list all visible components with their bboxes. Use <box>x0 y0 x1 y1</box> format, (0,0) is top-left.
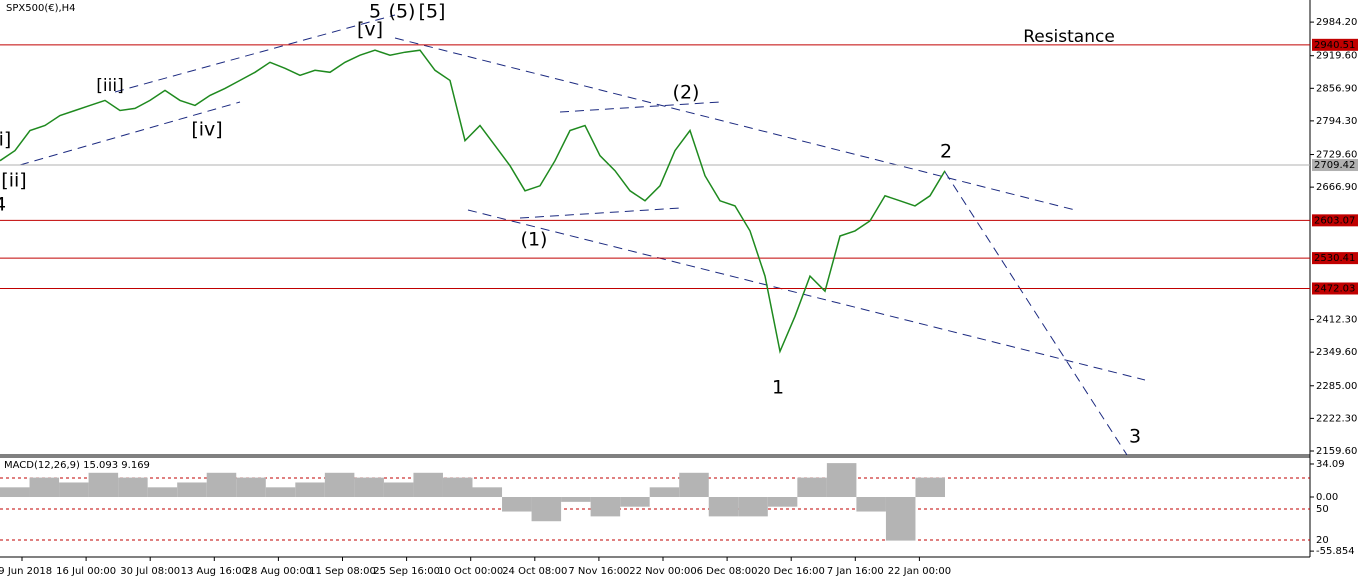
wave-label: Resistance <box>1023 27 1115 47</box>
macd-bar <box>561 497 591 502</box>
macd-bar <box>915 477 945 498</box>
macd-bar <box>147 487 178 498</box>
macd-bar <box>265 487 296 498</box>
macd-bar <box>502 497 532 512</box>
x-tick-label: 6 Dec 08:00 <box>697 566 758 577</box>
wave-label: [v] <box>357 19 383 41</box>
y-tick-label: 2412.30 <box>1316 315 1357 326</box>
wave-label: i] <box>0 129 11 151</box>
macd-bar <box>442 477 473 498</box>
macd-bar <box>472 487 503 498</box>
level-box <box>1312 282 1358 295</box>
wave-label: 3 <box>1129 426 1141 448</box>
x-tick-label: 20 Dec 16:00 <box>758 566 825 577</box>
macd-bar <box>856 497 886 512</box>
x-tick-label: 28 Aug 00:00 <box>245 566 312 577</box>
macd-bar <box>118 477 148 498</box>
x-tick-label: 7 Jan 16:00 <box>827 566 884 577</box>
y-tick-label: 2856.90 <box>1316 83 1357 94</box>
macd-bar <box>29 477 60 498</box>
macd-bar <box>797 477 827 498</box>
macd-bar <box>295 482 325 498</box>
x-tick-label: 24 Oct 08:00 <box>502 566 567 577</box>
wave-label: [iv] <box>191 119 222 141</box>
macd-bar <box>738 497 768 517</box>
macd-bar <box>236 477 266 498</box>
symbol: SPX500(€),H4 <box>6 3 76 14</box>
y-tick-label: 2984.20 <box>1316 17 1357 28</box>
macd-bar <box>885 497 916 541</box>
wave-label: [5] <box>419 1 446 23</box>
x-tick-label: 25 Sep 16:00 <box>373 566 440 577</box>
x-tick-label: 22 Nov 00:00 <box>629 566 696 577</box>
y-tick-label: 2794.30 <box>1316 116 1357 127</box>
y-tick-label: 2919.60 <box>1316 51 1357 62</box>
macd-bar <box>708 497 739 517</box>
wave-label: 4 <box>0 194 6 216</box>
macd-bar <box>649 487 680 498</box>
wave-label: (1) <box>521 229 548 251</box>
x-tick-label: 10 Oct 00:00 <box>438 566 503 577</box>
x-tick-label: 22 Jan 00:00 <box>888 566 951 577</box>
y-tick-label: 2222.30 <box>1316 413 1357 424</box>
macd-bar <box>767 497 798 507</box>
macd-bar <box>0 487 30 498</box>
level-box <box>1312 214 1358 227</box>
macd-bar <box>59 482 89 498</box>
wave-label: (2) <box>673 82 700 104</box>
wave-label: (5) <box>389 1 416 23</box>
macd-bar <box>679 472 709 498</box>
level-label: 2530.41 <box>1314 253 1355 264</box>
macd-bar <box>620 497 650 507</box>
macd-bar <box>206 472 237 498</box>
macd-bar <box>826 463 857 498</box>
macd-bar <box>383 482 414 498</box>
wave-label: [ii] <box>1 170 26 192</box>
macd-title: MACD(12,26,9) 15.093 9.169 <box>4 460 150 471</box>
level-text: 50 <box>1316 504 1329 515</box>
x-tick-label: 29 Jun 2018 <box>0 566 52 577</box>
wave-label: 2 <box>940 141 952 163</box>
level-box <box>1312 252 1358 265</box>
trend-lines <box>19 14 1146 456</box>
y-tick-label: 0.00 <box>1316 492 1338 503</box>
x-tick-label: 16 Jul 00:00 <box>56 566 116 577</box>
level-label: 2603.07 <box>1314 215 1355 226</box>
macd-bar <box>590 497 621 517</box>
level-label: 2709.42 <box>1314 160 1355 171</box>
level-box <box>1312 159 1358 172</box>
y-tick-label: 2285.00 <box>1316 381 1357 392</box>
y-tick-label: -55.854 <box>1316 546 1355 557</box>
x-tick-label: 11 Sep 08:00 <box>309 566 376 577</box>
x-tick-label: 7 Nov 16:00 <box>568 566 629 577</box>
x-tick-label: 13 Aug 16:00 <box>181 566 248 577</box>
macd-bar <box>413 472 443 498</box>
macd-bar <box>88 472 119 498</box>
y-tick-label: 2159.60 <box>1316 446 1357 457</box>
level-box <box>1312 38 1358 51</box>
macd-bar <box>324 472 355 498</box>
macd-bar <box>531 497 562 522</box>
wave-label: 1 <box>772 377 784 399</box>
y-tick-label: 2729.60 <box>1316 150 1357 161</box>
price-line <box>0 49 946 354</box>
wave-label: 5 <box>369 1 381 23</box>
macd-bar <box>354 477 384 498</box>
level-text: 20 <box>1316 535 1329 546</box>
y-tick-label: 2349.60 <box>1316 347 1357 358</box>
wave-label: [iii] <box>96 76 123 96</box>
level-label: 2472.03 <box>1314 283 1355 294</box>
macd-bar <box>177 482 207 498</box>
level-label: 2940.51 <box>1314 40 1355 51</box>
y-tick-label: 2666.90 <box>1316 182 1357 193</box>
x-tick-label: 30 Jul 08:00 <box>120 566 180 577</box>
y-tick-label: 34.09 <box>1316 459 1345 470</box>
